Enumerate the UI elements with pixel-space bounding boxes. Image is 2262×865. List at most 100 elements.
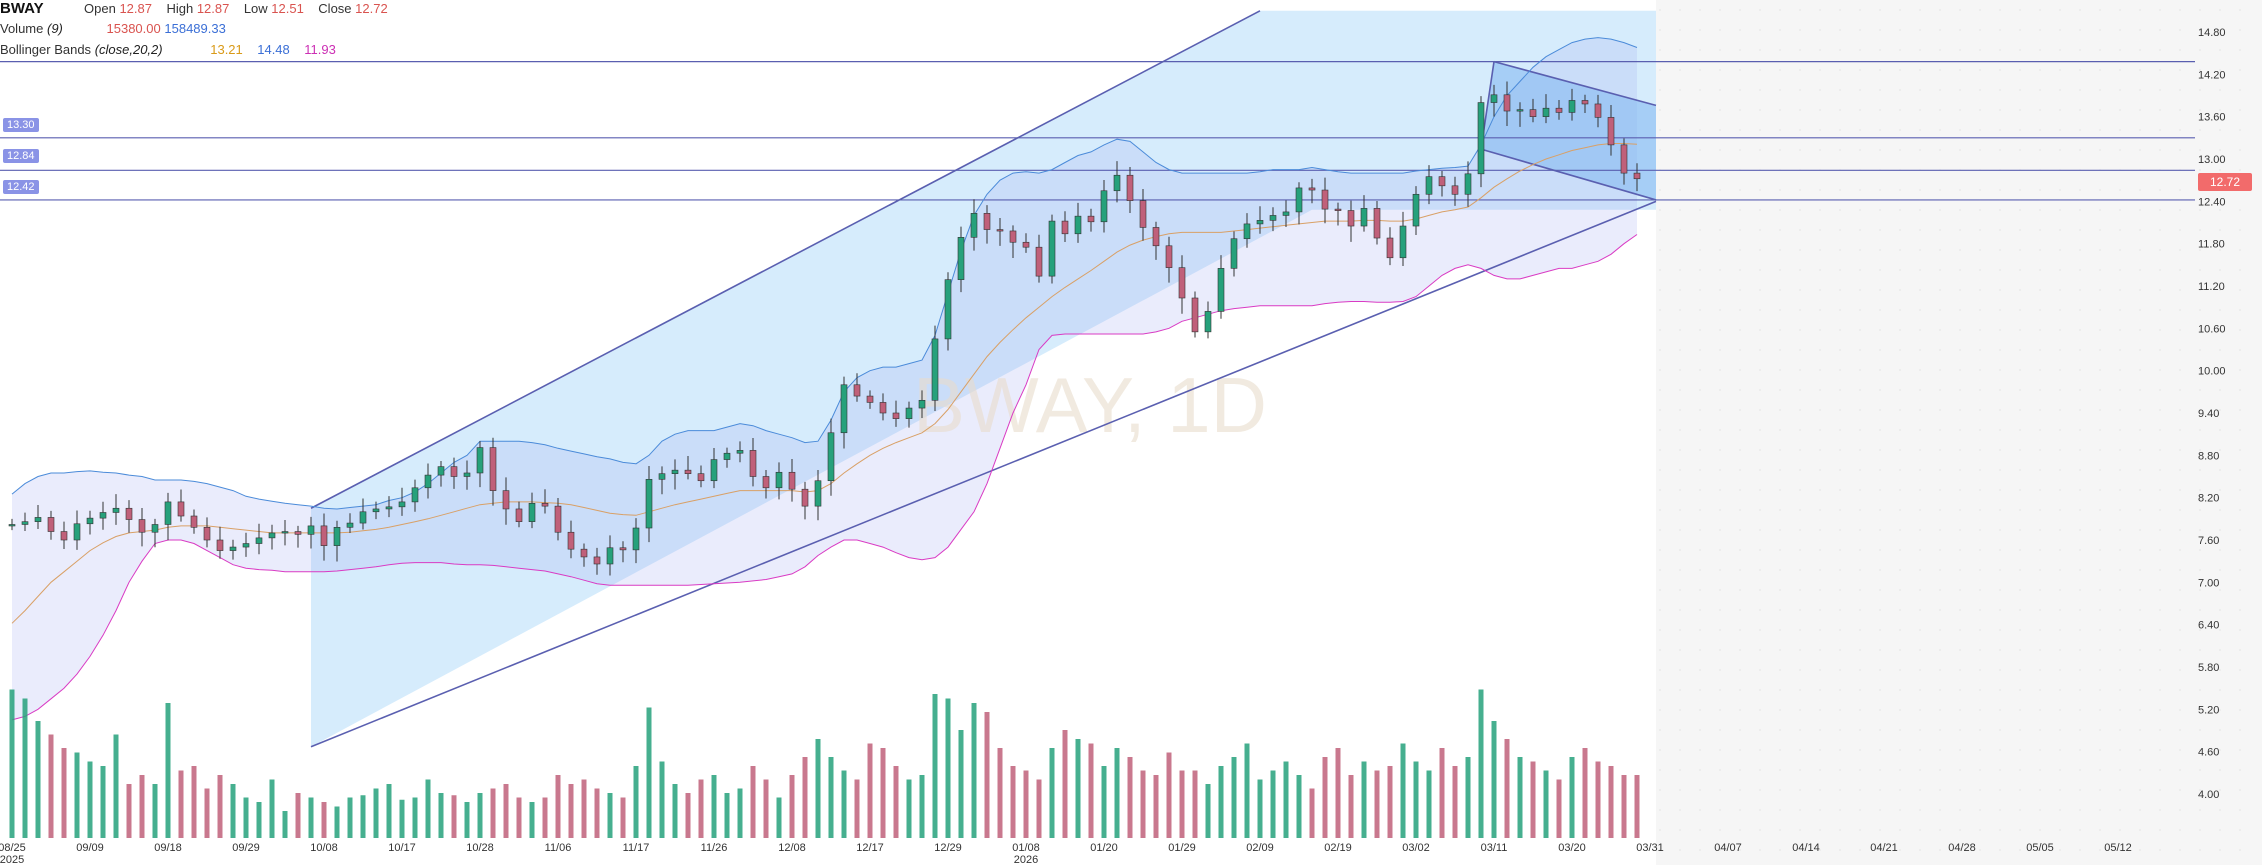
close-value: 12.72 — [355, 1, 388, 16]
grid-dot — [1979, 249, 1981, 251]
bollinger-legend[interactable]: Bollinger Bands (close,20,2) 13.21 14.48… — [0, 42, 336, 57]
grid-dot — [2199, 369, 2201, 371]
horizontal-levels[interactable] — [0, 61, 2195, 201]
grid-dot — [1679, 629, 1681, 631]
grid-dot — [1899, 49, 1901, 51]
grid-dot — [2219, 629, 2221, 631]
grid-dot — [1979, 329, 1981, 331]
grid-dot — [1679, 609, 1681, 611]
grid-dots — [1659, 9, 2241, 851]
grid-dot — [2139, 69, 2141, 71]
grid-dot — [2199, 729, 2201, 731]
level-tag-2[interactable]: 12.84 — [3, 149, 39, 163]
watermark: BWAY, 1D — [913, 361, 1267, 449]
grid-dot — [2059, 69, 2061, 71]
grid-dot — [2219, 349, 2221, 351]
volume-legend[interactable]: Volume (9) 15380.00 158489.33 — [0, 21, 226, 36]
y-tick-label: 5.20 — [2198, 704, 2219, 716]
grid-dot — [1879, 349, 1881, 351]
volume-bar — [1296, 775, 1302, 838]
grid-dot — [1779, 429, 1781, 431]
grid-dot — [2059, 249, 2061, 251]
candle-body — [580, 548, 588, 558]
price-axis[interactable]: 14.8014.2013.6013.0012.4011.8011.2010.60… — [2198, 27, 2226, 801]
grid-dot — [1959, 809, 1961, 811]
level-tag-1[interactable]: 13.30 — [3, 118, 39, 132]
grid-dot — [1819, 589, 1821, 591]
candle-body — [1204, 311, 1212, 333]
grid-dot — [1659, 209, 1661, 211]
grid-dot — [2179, 309, 2181, 311]
grid-dot — [1919, 469, 1921, 471]
grid-dot — [2039, 509, 2041, 511]
grid-dot — [2079, 629, 2081, 631]
grid-dot — [2219, 89, 2221, 91]
grid-dot — [1799, 809, 1801, 811]
volume-bar — [1101, 766, 1107, 838]
grid-dot — [2179, 809, 2181, 811]
grid-dot — [1699, 809, 1701, 811]
grid-dot — [1999, 249, 2001, 251]
grid-dot — [1699, 289, 1701, 291]
grid-dot — [2059, 289, 2061, 291]
y-tick-label: 5.80 — [2198, 662, 2219, 674]
candle-body — [359, 511, 367, 524]
level-tag-3[interactable]: 12.42 — [3, 180, 39, 194]
grid-dot — [1779, 649, 1781, 651]
grid-dot — [1659, 649, 1661, 651]
grid-dot — [1739, 49, 1741, 51]
grid-dot — [1879, 469, 1881, 471]
grid-dot — [1759, 569, 1761, 571]
grid-dot — [1919, 249, 1921, 251]
grid-dot — [2159, 149, 2161, 151]
grid-dot — [1679, 129, 1681, 131]
grid-dot — [1719, 409, 1721, 411]
grid-dot — [1759, 289, 1761, 291]
grid-dot — [2099, 29, 2101, 31]
ohlc-row: Open 12.87 High 12.87 Low 12.51 Close 12… — [84, 1, 388, 16]
grid-dot — [2199, 489, 2201, 491]
grid-dot — [1899, 29, 1901, 31]
grid-dot — [1799, 149, 1801, 151]
grid-dot — [2199, 109, 2201, 111]
grid-dot — [1959, 269, 1961, 271]
grid-dot — [2199, 289, 2201, 291]
grid-dot — [1979, 509, 1981, 511]
x-tick-label: 10/17 — [388, 842, 416, 854]
grid-dot — [2119, 469, 2121, 471]
candle-body — [1295, 187, 1303, 213]
grid-dot — [2199, 329, 2201, 331]
grid-dot — [2139, 429, 2141, 431]
grid-dot — [2059, 849, 2061, 851]
grid-dot — [1899, 749, 1901, 751]
grid-dot — [2079, 849, 2081, 851]
volume-bar — [308, 797, 314, 838]
last-price-tag[interactable]: 12.72 — [2198, 173, 2253, 191]
grid-dot — [1979, 149, 1981, 151]
grid-dot — [2139, 389, 2141, 391]
grid-dot — [2099, 529, 2101, 531]
grid-dot — [1739, 189, 1741, 191]
grid-dot — [1959, 769, 1961, 771]
grid-dot — [1779, 589, 1781, 591]
channel-lower-line — [310, 200, 1657, 748]
grid-dot — [1659, 109, 1661, 111]
grid-dot — [1959, 469, 1961, 471]
volume-bar — [529, 802, 535, 838]
volume-bar — [1153, 775, 1159, 838]
grid-dot — [2039, 649, 2041, 651]
grid-dot — [1979, 549, 1981, 551]
grid-dot — [2219, 849, 2221, 851]
candle-body — [1217, 268, 1225, 312]
grid-dot — [2219, 489, 2221, 491]
volume-bar — [1322, 757, 1328, 838]
grid-dot — [2179, 509, 2181, 511]
grid-dot — [1779, 49, 1781, 51]
grid-dot — [1799, 29, 1801, 31]
grid-dot — [2199, 509, 2201, 511]
grid-dot — [1999, 469, 2001, 471]
candle-body — [73, 523, 81, 541]
volume-bar — [35, 721, 41, 838]
